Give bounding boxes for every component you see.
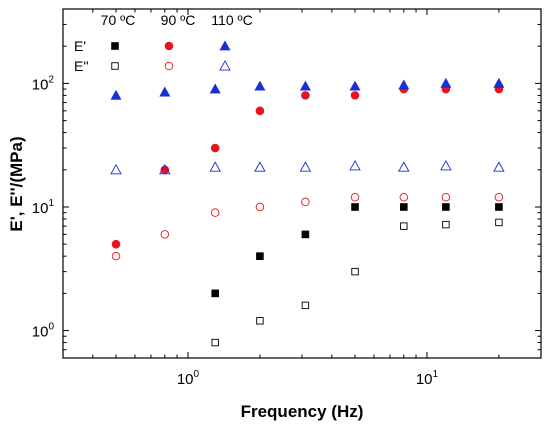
legend-temperature-label: 90 ºC (161, 12, 196, 28)
data-point (110, 89, 122, 100)
data-point (255, 202, 265, 212)
legend-marker (111, 62, 119, 70)
data-point (111, 251, 121, 261)
data-point (209, 83, 221, 94)
data-point (209, 161, 221, 172)
y-axis-title: E', E''/(MPa) (7, 136, 26, 231)
data-point (399, 192, 409, 202)
x-tick-label: 100 (177, 369, 200, 388)
data-point (494, 192, 504, 202)
data-point (301, 301, 310, 310)
data-point (398, 79, 410, 90)
data-point (254, 80, 266, 91)
data-points (110, 77, 505, 347)
y-tick-label: 101 (32, 198, 55, 217)
legend-row-label: E' (74, 38, 86, 54)
data-point (493, 77, 505, 88)
legend: 70 ºC 90 ºC 110 ºC E' E'' (74, 12, 253, 74)
data-point (442, 220, 450, 229)
data-point (440, 77, 452, 88)
data-point (495, 218, 503, 227)
data-point (255, 106, 265, 116)
data-point (111, 239, 121, 249)
data-point (351, 203, 359, 211)
legend-marker (219, 40, 231, 51)
data-point (440, 160, 452, 171)
data-point (159, 163, 171, 175)
x-tick-labels: 100 101 (177, 369, 439, 388)
y-tick-label: 102 (32, 74, 55, 93)
data-point (398, 161, 410, 172)
legend-marker (111, 42, 119, 50)
data-point (349, 160, 361, 171)
data-point (301, 91, 310, 100)
x-tick-label: 101 (416, 369, 439, 388)
data-point (351, 267, 359, 276)
data-point (256, 317, 264, 325)
data-point (159, 86, 171, 97)
data-point (301, 197, 310, 207)
data-point (301, 230, 310, 239)
data-point (400, 222, 408, 230)
data-point (254, 161, 266, 172)
data-point (256, 252, 264, 260)
legend-marker (164, 41, 174, 51)
legend-row-label: E'' (74, 58, 89, 74)
legend-temperature-label: 70 ºC (101, 12, 136, 28)
data-point (211, 289, 220, 298)
data-point (350, 192, 360, 202)
axis-ticks (62, 8, 542, 359)
legend-temperature-label: 110 ºC (211, 12, 252, 28)
data-point (210, 143, 220, 153)
data-point (210, 208, 220, 217)
data-point (441, 192, 451, 202)
data-point (110, 163, 122, 175)
data-point (299, 161, 312, 172)
data-point (493, 161, 505, 172)
data-point (400, 203, 408, 211)
data-point (160, 230, 170, 239)
y-tick-labels: 100 101 102 (32, 74, 55, 340)
data-point (299, 80, 311, 91)
data-point (211, 338, 219, 347)
y-tick-label: 100 (32, 322, 55, 341)
x-axis-title: Frequency (Hz) (241, 402, 364, 421)
data-point (350, 91, 360, 100)
data-point (442, 203, 450, 211)
data-point (349, 80, 361, 91)
legend-marker (219, 60, 231, 71)
data-point (495, 203, 503, 211)
legend-marker (164, 61, 174, 71)
